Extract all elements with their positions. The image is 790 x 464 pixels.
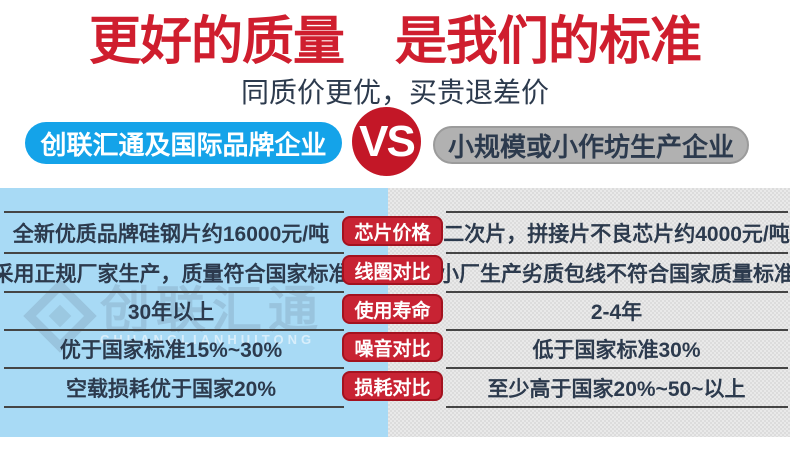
comparison-right-cell: 小厂生产劣质包线不符合国家质量标准	[438, 262, 790, 286]
divider	[446, 406, 788, 408]
comparison-badge: 使用寿命	[342, 294, 443, 324]
comparison-badge: 噪音对比	[342, 332, 443, 362]
comparison-badge: 芯片价格	[342, 216, 443, 246]
comparison-left-cell: 全新优质品牌硅钢片约16000元/吨	[12, 222, 330, 246]
our-brand-column-background	[0, 188, 388, 437]
comparison-right-cell: 2-4年	[590, 301, 643, 324]
page-title: 更好的质量 是我们的标准	[88, 13, 702, 71]
our-brand-pill: 创联汇通及国际品牌企业	[25, 122, 342, 164]
comparison-right-cell: 至少高于国家20%~50~以上	[487, 377, 746, 401]
divider	[446, 329, 788, 331]
comparison-badge: 损耗对比	[342, 371, 443, 401]
divider	[446, 291, 788, 293]
divider	[4, 291, 344, 293]
competitor-column-background	[388, 188, 790, 437]
comparison-right-cell: 二次片，拼接片不良芯片约4000元/吨	[443, 222, 790, 246]
divider	[4, 252, 344, 254]
comparison-badge: 线圈对比	[342, 255, 443, 285]
comparison-left-cell: 30年以上	[127, 301, 215, 324]
divider	[4, 367, 344, 369]
competitor-pill: 小规模或小作坊生产企业	[433, 126, 749, 164]
divider	[4, 406, 344, 408]
divider	[4, 211, 344, 213]
comparison-left-cell: 采用正规厂家生产，质量符合国家标准	[0, 262, 350, 286]
page-subtitle: 同质价更优，买贵退差价	[240, 77, 549, 108]
divider	[446, 252, 788, 254]
divider	[4, 329, 344, 331]
divider	[446, 211, 788, 213]
comparison-left-cell: 优于国家标准15%~30%	[59, 339, 283, 362]
divider	[446, 367, 788, 369]
comparison-left-cell: 空载损耗优于国家20%	[65, 377, 277, 401]
comparison-right-cell: 低于国家标准30%	[532, 339, 701, 362]
comparison-table: 创联汇通 CHUANGLIANHUITONG 全新优质品牌硅钢片约16000元/…	[0, 188, 790, 437]
vs-badge: VS	[352, 107, 421, 176]
